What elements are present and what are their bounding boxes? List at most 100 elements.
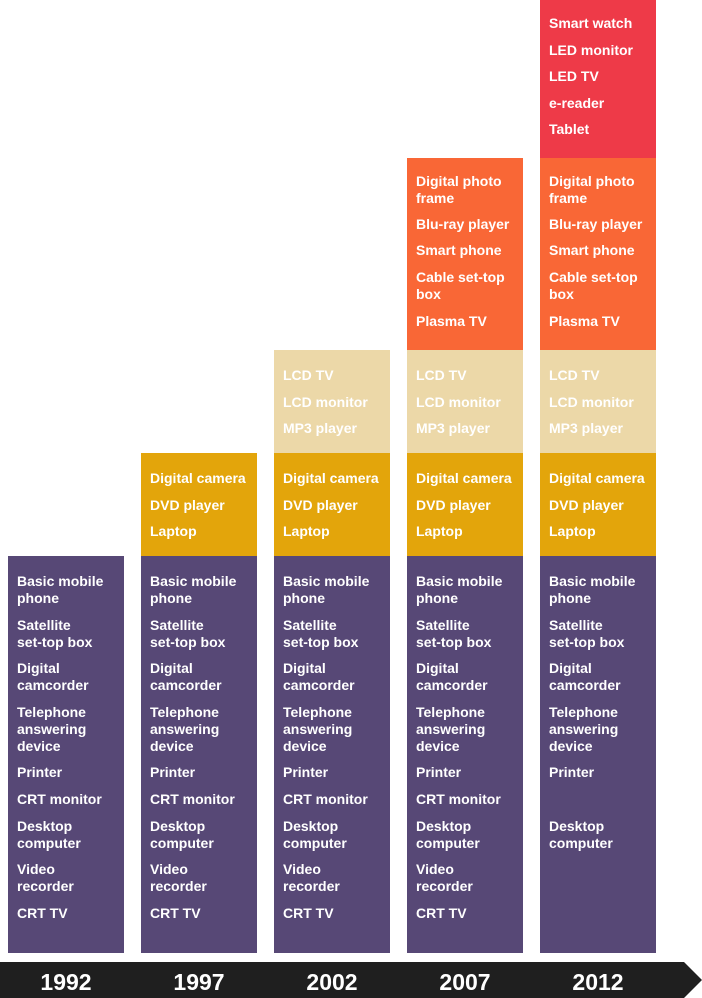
device-label: LCD monitor xyxy=(416,394,501,410)
device-label: Digital camera xyxy=(283,470,379,486)
device-label: Telephone answering device xyxy=(283,704,353,754)
device-label: CRT TV xyxy=(283,905,334,921)
timeline-arrow xyxy=(0,962,702,998)
device-label: LCD monitor xyxy=(283,394,368,410)
legacy-devices-block: Basic mobile phone Satellite set-top box… xyxy=(407,556,523,953)
device-label: Digital photo frame xyxy=(416,173,502,206)
device-label: Cable set-top box xyxy=(416,269,505,302)
device-label: Basic mobile phone xyxy=(549,573,636,606)
device-label: DVD player xyxy=(416,497,491,513)
device-label: CRT TV xyxy=(17,905,68,921)
device-label: Laptop xyxy=(283,523,330,539)
device-label: DVD player xyxy=(549,497,624,513)
device-label: Printer xyxy=(283,764,329,780)
device-label: Digital camcorder xyxy=(17,660,89,693)
device-label: LCD TV xyxy=(283,367,334,383)
device-label: Desktop computer xyxy=(150,818,214,851)
device-label: Cable set-top box xyxy=(549,269,638,302)
device-label: e-reader xyxy=(549,95,605,111)
timeline-arrow-shape xyxy=(0,962,702,998)
device-label: Satellite set-top box xyxy=(17,617,93,650)
legacy-devices-block: Basic mobile phone Satellite set-top box… xyxy=(540,556,656,953)
year-label-2007: 2007 xyxy=(439,969,491,995)
device-label: LCD TV xyxy=(549,367,600,383)
device-label: Plasma TV xyxy=(549,313,620,329)
device-label: Telephone answering device xyxy=(416,704,486,754)
device-label: Printer xyxy=(17,764,63,780)
device-label: Laptop xyxy=(416,523,463,539)
new-devices-block: LCD TV LCD monitor MP3 player xyxy=(274,350,390,453)
legacy-devices-block: Basic mobile phone Satellite set-top box… xyxy=(274,556,390,953)
year-label-2012: 2012 xyxy=(572,969,624,995)
new-devices-block: Digital photo frame Blu-ray player Smart… xyxy=(540,158,656,350)
device-label: Video recorder xyxy=(283,861,340,894)
device-label: Digital photo frame xyxy=(549,173,635,206)
device-label: Desktop computer xyxy=(283,818,347,851)
device-label: Digital camcorder xyxy=(150,660,222,693)
new-devices-block: Digital camera DVD player Laptop xyxy=(141,453,257,556)
device-label: Digital camcorder xyxy=(416,660,488,693)
column-2012: Smart watch LED monitor LED TV e-reader … xyxy=(540,0,656,953)
device-label: CRT monitor xyxy=(17,791,102,807)
new-devices-block: LCD TV LCD monitor MP3 player xyxy=(407,350,523,453)
column-1997: Digital camera DVD player Laptop Basic m… xyxy=(141,453,257,953)
device-label: Satellite set-top box xyxy=(416,617,492,650)
year-label-2002: 2002 xyxy=(306,969,358,995)
device-label: Printer xyxy=(416,764,462,780)
device-label: LED monitor xyxy=(549,42,633,58)
device-label: Satellite set-top box xyxy=(283,617,359,650)
device-label: Basic mobile phone xyxy=(17,573,104,606)
new-devices-block: Digital camera DVD player Laptop xyxy=(540,453,656,556)
year-label-1992: 1992 xyxy=(40,969,92,995)
new-devices-block: Digital camera DVD player Laptop xyxy=(274,453,390,556)
device-label: LCD TV xyxy=(416,367,467,383)
device-label: Video recorder xyxy=(416,861,473,894)
device-label: CRT monitor xyxy=(283,791,368,807)
device-label: Desktop computer xyxy=(416,818,480,851)
device-label: DVD player xyxy=(283,497,358,513)
new-devices-block: Smart watch LED monitor LED TV e-reader … xyxy=(540,0,656,158)
legacy-devices-block: Basic mobile phone Satellite set-top box… xyxy=(8,556,124,953)
column-1992: Basic mobile phone Satellite set-top box… xyxy=(8,556,124,953)
device-label: Tablet xyxy=(549,121,590,137)
device-label: Laptop xyxy=(150,523,197,539)
device-label: Digital camera xyxy=(549,470,645,486)
device-label: MP3 player xyxy=(416,420,490,436)
legacy-devices-block: Basic mobile phone Satellite set-top box… xyxy=(141,556,257,953)
device-label: Smart phone xyxy=(416,242,502,258)
device-label: CRT monitor xyxy=(416,791,501,807)
device-label: Video recorder xyxy=(150,861,207,894)
device-label: MP3 player xyxy=(283,420,357,436)
device-label: LED TV xyxy=(549,68,599,84)
new-devices-block: LCD TV LCD monitor MP3 player xyxy=(540,350,656,453)
device-label: Telephone answering device xyxy=(17,704,87,754)
device-label: Blu-ray player xyxy=(549,216,643,232)
device-label: Video recorder xyxy=(17,861,74,894)
device-label: Telephone answering device xyxy=(150,704,220,754)
column-2002: LCD TV LCD monitor MP3 player Digital ca… xyxy=(274,350,390,953)
device-label: LCD monitor xyxy=(549,394,634,410)
device-label: Satellite set-top box xyxy=(150,617,226,650)
device-label: Printer xyxy=(549,764,595,780)
device-label: MP3 player xyxy=(549,420,623,436)
device-label: Smart phone xyxy=(549,242,635,258)
new-devices-block: Digital photo frame Blu-ray player Smart… xyxy=(407,158,523,350)
device-label: CRT TV xyxy=(150,905,201,921)
device-label: DVD player xyxy=(150,497,225,513)
device-label: Digital camera xyxy=(416,470,512,486)
device-label: Digital camera xyxy=(150,470,246,486)
device-label: Desktop computer xyxy=(549,818,613,851)
device-label: Plasma TV xyxy=(416,313,487,329)
device-label: Digital camcorder xyxy=(549,660,621,693)
device-label: Laptop xyxy=(549,523,596,539)
device-label: Printer xyxy=(150,764,196,780)
device-label: Basic mobile phone xyxy=(416,573,503,606)
device-label: Telephone answering device xyxy=(549,704,619,754)
device-label: CRT TV xyxy=(416,905,467,921)
year-label-1997: 1997 xyxy=(173,969,225,995)
device-label: Digital camcorder xyxy=(283,660,355,693)
device-label: Basic mobile phone xyxy=(283,573,370,606)
device-label: Smart watch xyxy=(549,15,633,31)
column-2007: Digital photo frame Blu-ray player Smart… xyxy=(407,158,523,953)
device-label: Satellite set-top box xyxy=(549,617,625,650)
